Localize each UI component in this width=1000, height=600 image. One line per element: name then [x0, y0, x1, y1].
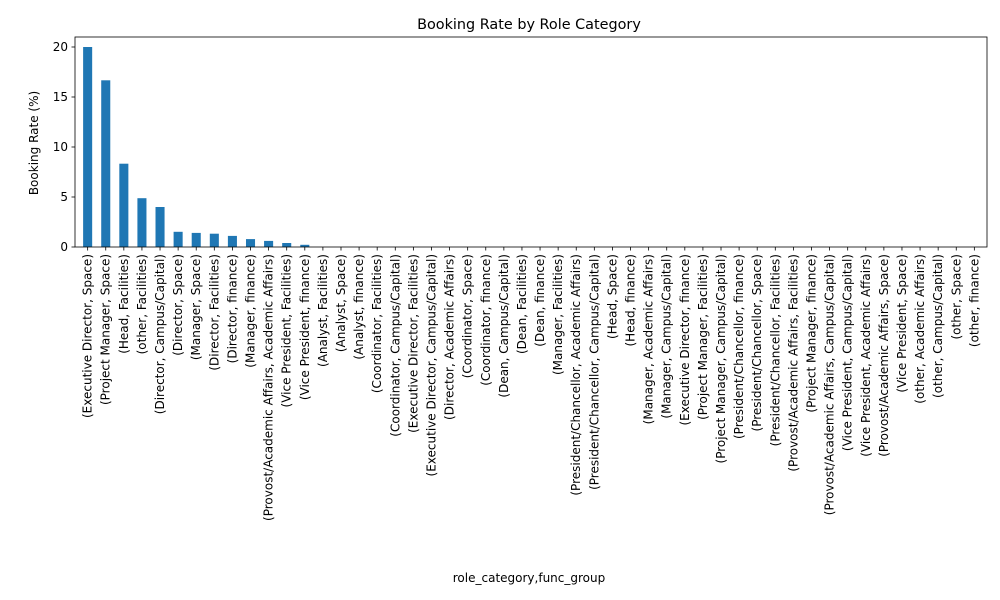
y-axis-title: Booking Rate (%) — [27, 91, 41, 195]
x-tick-label: (Provost/Academic Affairs, Academic Affa… — [262, 254, 276, 521]
x-tick-label: (Manager, Campus/Capital) — [660, 254, 674, 419]
y-tick-label: 10 — [53, 140, 68, 154]
x-tick-label: (Provost/Academic Affairs, Facilities) — [786, 254, 800, 472]
x-tick-label: (Dean, Facilities) — [515, 254, 529, 354]
x-tick-label: (Project Manager, finance) — [804, 254, 818, 413]
x-tick-label: (Head, finance) — [624, 254, 638, 346]
bar — [155, 207, 165, 247]
x-tick-label: (other, Campus/Capital) — [931, 254, 945, 398]
x-tick-label: (Manager, Academic Affairs) — [642, 254, 656, 424]
y-tick-label: 0 — [60, 240, 68, 254]
x-tick-label: (Director, finance) — [225, 254, 239, 363]
x-tick-label: (President/Chancellor, Academic Affairs) — [569, 254, 583, 496]
x-axis-ticks: (Executive Director, Space) (Project Mana… — [81, 247, 981, 521]
x-tick-label: (Vice President, finance) — [298, 254, 312, 400]
x-tick-label: (other, Space) — [949, 254, 963, 340]
x-tick-label: (Coordinator, Space) — [461, 254, 475, 378]
bar — [119, 163, 129, 247]
x-tick-label: (Head, Facilities) — [117, 254, 131, 354]
x-tick-label: (Dean, finance) — [533, 254, 547, 347]
x-tick-label: (Executive Director, Space) — [81, 254, 95, 418]
x-tick-label: (Analyst, finance) — [352, 254, 366, 360]
x-tick-label: (Director, Campus/Capital) — [153, 254, 167, 414]
x-tick-label: (Provost/Academic Affairs, Campus/Capita… — [823, 254, 837, 515]
x-tick-label: (Director, Space) — [171, 254, 185, 356]
x-tick-label: (other, Academic Affairs) — [913, 254, 927, 404]
x-axis-title: role_category,func_group — [453, 571, 605, 585]
x-tick-label: (Director, Facilities) — [207, 254, 221, 371]
bar — [137, 198, 147, 247]
x-tick-label: (President/Chancellor, Campus/Capital) — [587, 254, 601, 490]
bar — [282, 243, 292, 247]
x-tick-label: (Project Manager, Space) — [99, 254, 113, 405]
y-axis-ticks: 0 5 10 15 20 — [53, 40, 75, 254]
x-tick-label: (Vice President, Campus/Capital) — [841, 254, 855, 451]
x-tick-label: (President/Chancellor, Facilities) — [768, 254, 782, 446]
chart-title: Booking Rate by Role Category — [417, 17, 641, 33]
x-tick-label: (Analyst, Facilities) — [316, 254, 330, 367]
x-tick-label: (Executive Director, Facilities) — [406, 254, 420, 433]
x-tick-label: (Manager, Space) — [189, 254, 203, 360]
x-tick-label: (Director, Academic Affairs) — [443, 254, 457, 420]
x-tick-label: (Vice President, Space) — [895, 254, 909, 393]
plot-frame — [74, 36, 988, 248]
x-tick-label: (President/Chancellor, finance) — [732, 254, 746, 439]
x-tick-label: (Vice President, Academic Affairs) — [859, 254, 873, 457]
x-tick-label: (Coordinator, finance) — [479, 254, 493, 386]
x-tick-label: (Executive Director, finance) — [678, 254, 692, 426]
bar — [83, 47, 93, 247]
x-tick-label: (other, Facilities) — [135, 254, 149, 354]
x-tick-label: (Coordinator, Facilities) — [370, 254, 384, 393]
x-tick-label: (Head, Space) — [605, 254, 619, 339]
bar — [227, 235, 237, 247]
x-tick-label: (Manager, Facilities) — [551, 254, 565, 375]
y-tick-label: 5 — [60, 190, 68, 204]
x-tick-label: (Project Manager, Campus/Capital) — [714, 254, 728, 463]
bar — [300, 244, 310, 247]
bar — [264, 240, 274, 247]
bar — [101, 80, 111, 247]
x-tick-label: (Provost/Academic Affairs, Space) — [877, 254, 891, 457]
x-tick-label: (Analyst, Space) — [334, 254, 348, 352]
bar — [209, 233, 219, 247]
x-tick-label: (other, finance) — [967, 254, 981, 347]
x-tick-label: (Manager, finance) — [244, 254, 258, 368]
bar — [173, 231, 183, 247]
bar — [245, 239, 256, 247]
y-tick-label: 20 — [53, 40, 68, 54]
x-tick-label: (Project Manager, Facilities) — [696, 254, 710, 420]
bar — [191, 232, 201, 247]
x-tick-label: (Vice President, Facilities) — [280, 254, 294, 407]
bars-group — [83, 47, 310, 247]
x-tick-label: (President/Chancellor, Space) — [750, 254, 764, 431]
x-tick-label: (Executive Director, Campus/Capital) — [424, 254, 438, 476]
x-tick-label: (Coordinator, Campus/Capital) — [388, 254, 402, 437]
x-tick-label: (Dean, Campus/Capital) — [497, 254, 511, 398]
y-tick-label: 15 — [53, 90, 68, 104]
